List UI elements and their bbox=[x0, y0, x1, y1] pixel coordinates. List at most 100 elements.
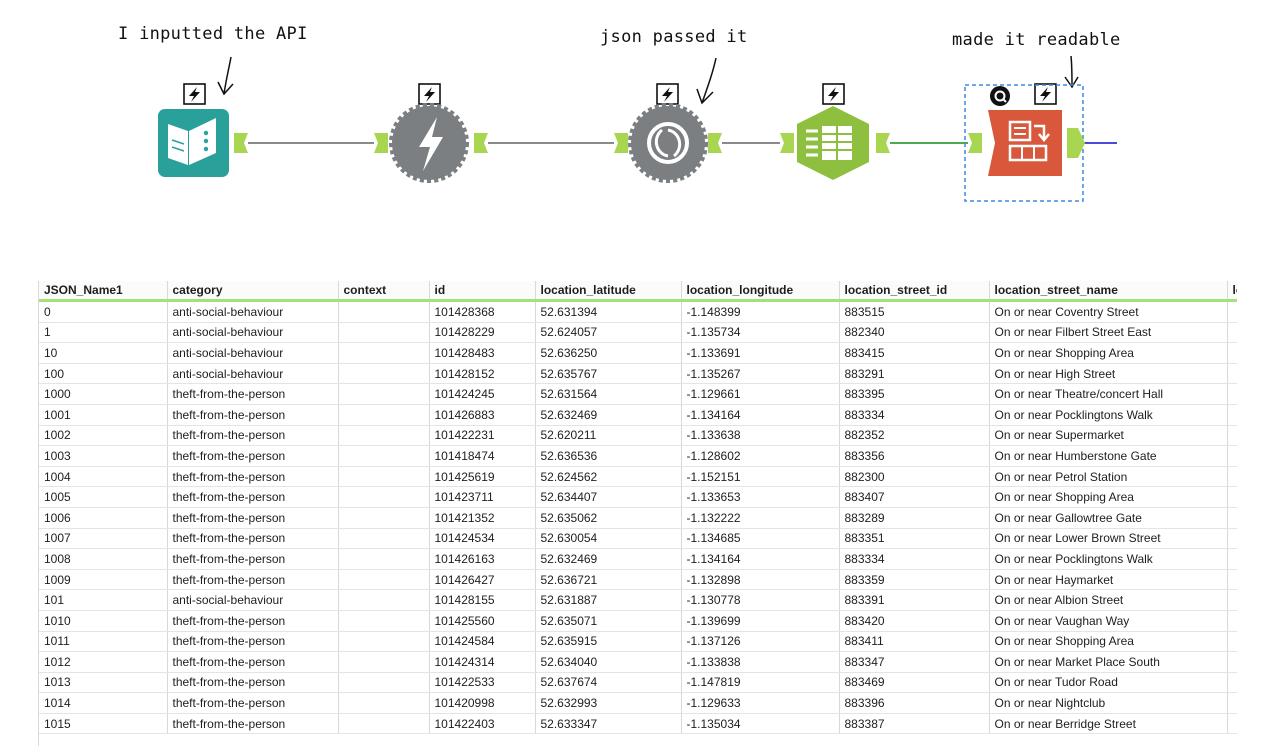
table-cell[interactable]: 52.620211 bbox=[535, 425, 682, 447]
table-cell[interactable] bbox=[338, 651, 430, 673]
table-cell[interactable]: 883396 bbox=[839, 692, 990, 714]
table-cell[interactable]: 52.637674 bbox=[535, 672, 682, 694]
table-cell[interactable]: 883415 bbox=[839, 342, 990, 364]
table-cell[interactable]: theft-from-the-person bbox=[167, 631, 339, 653]
output-anchor-download[interactable] bbox=[474, 133, 488, 153]
table-row[interactable]: 1006 theft-from-the-person 101421352 52.635… bbox=[39, 507, 1237, 529]
table-cell[interactable] bbox=[338, 631, 430, 653]
table-cell[interactable]: -1.133838 bbox=[681, 651, 840, 673]
table-cell[interactable]: 883407 bbox=[839, 486, 990, 508]
table-cell[interactable]: 1002 bbox=[39, 425, 168, 447]
table-cell[interactable]: theft-from-the-person bbox=[167, 672, 339, 694]
table-cell[interactable]: 883469 bbox=[839, 672, 990, 694]
column-header-location-street-id[interactable]: location_street_id bbox=[839, 281, 990, 302]
table-cell[interactable]: 52.624057 bbox=[535, 322, 682, 344]
table-cell[interactable]: 101418474 bbox=[429, 445, 536, 467]
table-cell[interactable]: 10 bbox=[39, 342, 168, 364]
table-cell[interactable]: -1.129661 bbox=[681, 383, 840, 405]
table-cell[interactable]: -1.130778 bbox=[681, 589, 840, 611]
table-row[interactable]: 1010 theft-from-the-person 101425560 52.635… bbox=[39, 610, 1237, 632]
table-cell[interactable] bbox=[1227, 651, 1237, 673]
json-parse-tool[interactable] bbox=[628, 103, 708, 183]
table-row[interactable]: 1 anti-social-behaviour 101428229 52.624057… bbox=[39, 322, 1237, 344]
table-cell[interactable]: 883351 bbox=[839, 528, 990, 550]
column-header-location-street-name[interactable]: location_street_name bbox=[989, 281, 1228, 302]
table-cell[interactable]: 52.632469 bbox=[535, 548, 682, 570]
table-row[interactable]: 1005 theft-from-the-person 101423711 52.634… bbox=[39, 486, 1237, 508]
table-cell[interactable]: 101424314 bbox=[429, 651, 536, 673]
table-cell[interactable]: 52.631394 bbox=[535, 300, 682, 323]
table-cell[interactable] bbox=[1227, 486, 1237, 508]
output-anchor-crosstab[interactable] bbox=[1067, 128, 1085, 158]
table-cell[interactable]: 1015 bbox=[39, 713, 168, 735]
table-row[interactable]: 1008 theft-from-the-person 101426163 52.632… bbox=[39, 548, 1237, 570]
table-cell[interactable]: 1006 bbox=[39, 507, 168, 529]
table-cell[interactable]: On or near Pocklingtons Walk bbox=[989, 404, 1228, 426]
input-tool[interactable] bbox=[158, 109, 229, 177]
table-cell[interactable]: On or near Nightclub bbox=[989, 692, 1228, 714]
table-cell[interactable]: -1.135267 bbox=[681, 363, 840, 385]
table-cell[interactable] bbox=[1227, 569, 1237, 591]
table-cell[interactable]: On or near Lower Brown Street bbox=[989, 528, 1228, 550]
table-cell[interactable]: 52.633347 bbox=[535, 713, 682, 735]
table-cell[interactable]: 101422403 bbox=[429, 713, 536, 735]
table-cell[interactable]: theft-from-the-person bbox=[167, 651, 339, 673]
column-header-json-name1[interactable]: JSON_Name1 bbox=[39, 281, 168, 302]
table-cell[interactable]: On or near Albion Street bbox=[989, 589, 1228, 611]
table-cell[interactable]: 101428152 bbox=[429, 363, 536, 385]
table-cell[interactable]: On or near Shopping Area bbox=[989, 486, 1228, 508]
table-cell[interactable] bbox=[338, 507, 430, 529]
table-cell[interactable]: theft-from-the-person bbox=[167, 528, 339, 550]
table-cell[interactable]: theft-from-the-person bbox=[167, 569, 339, 591]
table-row[interactable]: 1002 theft-from-the-person 101422231 52.620… bbox=[39, 425, 1237, 447]
table-cell[interactable]: 1013 bbox=[39, 672, 168, 694]
table-cell[interactable] bbox=[1227, 692, 1237, 714]
table-cell[interactable]: -1.133691 bbox=[681, 342, 840, 364]
table-cell[interactable]: 1 bbox=[39, 322, 168, 344]
table-cell[interactable]: 883289 bbox=[839, 507, 990, 529]
table-cell[interactable]: On or near Vaughan Way bbox=[989, 610, 1228, 632]
table-row[interactable]: 1003 theft-from-the-person 101418474 52.636… bbox=[39, 445, 1237, 467]
table-cell[interactable]: 101425560 bbox=[429, 610, 536, 632]
table-row[interactable]: 10 anti-social-behaviour 101428483 52.63625… bbox=[39, 342, 1237, 364]
text-to-columns-tool[interactable] bbox=[797, 106, 869, 180]
table-cell[interactable] bbox=[338, 445, 430, 467]
input-anchor-text[interactable] bbox=[780, 133, 794, 153]
table-cell[interactable]: -1.135034 bbox=[681, 713, 840, 735]
table-cell[interactable] bbox=[338, 486, 430, 508]
table-cell[interactable] bbox=[1227, 672, 1237, 694]
table-cell[interactable]: 52.635767 bbox=[535, 363, 682, 385]
table-cell[interactable]: theft-from-the-person bbox=[167, 486, 339, 508]
table-cell[interactable]: 101 bbox=[39, 589, 168, 611]
table-row[interactable]: 101 anti-social-behaviour 101428155 52.6318… bbox=[39, 589, 1237, 611]
table-cell[interactable]: -1.132898 bbox=[681, 569, 840, 591]
table-cell[interactable]: On or near Berridge Street bbox=[989, 713, 1228, 735]
table-cell[interactable] bbox=[1227, 610, 1237, 632]
table-cell[interactable] bbox=[338, 342, 430, 364]
table-row[interactable]: 1014 theft-from-the-person 101420998 52.632… bbox=[39, 692, 1237, 714]
table-cell[interactable]: 1012 bbox=[39, 651, 168, 673]
table-cell[interactable]: 883411 bbox=[839, 631, 990, 653]
table-cell[interactable]: 52.630054 bbox=[535, 528, 682, 550]
table-row[interactable]: 1011 theft-from-the-person 101424584 52.635… bbox=[39, 631, 1237, 653]
table-cell[interactable] bbox=[1227, 507, 1237, 529]
table-cell[interactable]: 52.632469 bbox=[535, 404, 682, 426]
table-cell[interactable]: On or near Gallowtree Gate bbox=[989, 507, 1228, 529]
table-cell[interactable]: 52.634040 bbox=[535, 651, 682, 673]
table-cell[interactable]: anti-social-behaviour bbox=[167, 300, 339, 323]
table-cell[interactable]: 1000 bbox=[39, 383, 168, 405]
table-cell[interactable]: 52.624562 bbox=[535, 466, 682, 488]
table-cell[interactable]: -1.139699 bbox=[681, 610, 840, 632]
table-cell[interactable] bbox=[1227, 466, 1237, 488]
table-cell[interactable]: On or near Market Place South bbox=[989, 651, 1228, 673]
table-cell[interactable]: -1.137126 bbox=[681, 631, 840, 653]
table-cell[interactable]: 52.635071 bbox=[535, 610, 682, 632]
table-cell[interactable]: 52.636250 bbox=[535, 342, 682, 364]
table-cell[interactable]: On or near Tudor Road bbox=[989, 672, 1228, 694]
table-cell[interactable]: theft-from-the-person bbox=[167, 713, 339, 735]
table-row[interactable]: 1009 theft-from-the-person 101426427 52.636… bbox=[39, 569, 1237, 591]
table-cell[interactable]: -1.135734 bbox=[681, 322, 840, 344]
table-row[interactable]: 1007 theft-from-the-person 101424534 52.630… bbox=[39, 528, 1237, 550]
table-cell[interactable] bbox=[338, 548, 430, 570]
table-cell[interactable]: 101428155 bbox=[429, 589, 536, 611]
